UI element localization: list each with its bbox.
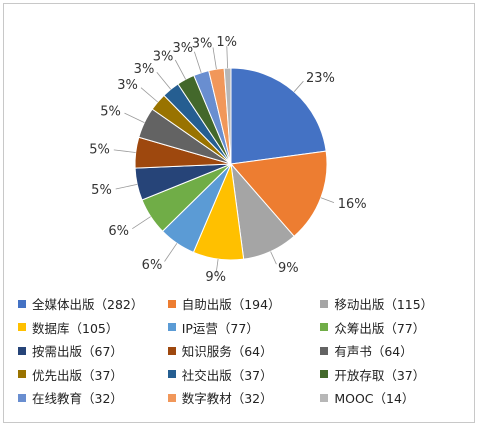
legend-label: 优先出版（37） bbox=[32, 367, 123, 383]
slice-percent-label: 16% bbox=[338, 197, 367, 212]
leader-line bbox=[124, 112, 145, 123]
leader-line bbox=[140, 87, 158, 103]
legend-item: 众筹出版（77） bbox=[320, 318, 470, 337]
slice-percent-label: 3% bbox=[117, 78, 138, 93]
slice-percent-label: 3% bbox=[172, 41, 193, 56]
leader-line bbox=[270, 251, 277, 265]
leader-line bbox=[212, 47, 217, 70]
legend-swatch bbox=[167, 393, 176, 402]
leader-line bbox=[174, 59, 187, 80]
legend-row: 按需出版（67） 知识服务（64） 有声书（64） bbox=[18, 339, 470, 363]
leader-line bbox=[132, 216, 151, 230]
slice-percent-label: 1% bbox=[216, 35, 237, 50]
legend-label: 自助出版（194） bbox=[181, 297, 281, 313]
legend-label: MOOC（14） bbox=[334, 391, 415, 407]
legend-item: 开放存取（37） bbox=[320, 365, 470, 384]
slice-percent-label: 3% bbox=[153, 49, 174, 64]
legend-item: 优先出版（37） bbox=[18, 365, 168, 384]
legend-label: 数据库（105） bbox=[32, 320, 119, 336]
legend-label: 众筹出版（77） bbox=[334, 320, 426, 336]
slice-percent-label: 5% bbox=[100, 104, 121, 119]
legend-swatch bbox=[18, 323, 26, 332]
legend-label: 有声书（64） bbox=[334, 344, 413, 360]
legend-swatch bbox=[18, 346, 26, 355]
legend-item: 自助出版（194） bbox=[167, 294, 321, 313]
legend-row: 数据库（105） IP运营（77） 众筹出版（77） bbox=[18, 316, 470, 340]
legend-swatch bbox=[320, 346, 329, 355]
legend-swatch bbox=[320, 299, 329, 308]
legend-item: 在线教育（32） bbox=[18, 388, 168, 407]
legend-swatch bbox=[167, 370, 176, 379]
slice-percent-label: 9% bbox=[205, 270, 226, 285]
legend-row: 优先出版（37） 社交出版（37） 开放存取（37） bbox=[18, 363, 470, 387]
legend-item: 按需出版（67） bbox=[18, 341, 168, 360]
pie-chart: 23%16%9%9%6%6%5%5%5%3%3%3%3%3% 1% bbox=[89, 35, 367, 285]
legend-item: 全媒体出版（282） bbox=[18, 294, 168, 313]
slice-percent-label: 23% bbox=[306, 71, 335, 86]
legend-swatch bbox=[167, 346, 176, 355]
leader-line bbox=[156, 71, 172, 90]
legend-label: 开放存取（37） bbox=[334, 367, 426, 383]
legend-label: 社交出版（37） bbox=[181, 367, 273, 383]
legend-swatch bbox=[320, 393, 329, 402]
legend-swatch bbox=[167, 323, 176, 332]
legend-item: 移动出版（115） bbox=[320, 294, 470, 313]
leader-line bbox=[194, 51, 202, 73]
chart-frame: 23% 16% 9% 9% 6% 6% 5% 5% 5% 3% 3% 3% 3% 3% 1% 全媒体出版（2… bbox=[3, 3, 475, 423]
legend-item: MOOC（14） bbox=[320, 388, 470, 407]
leader-line bbox=[113, 149, 136, 153]
legend-row: 全媒体出版（282） 自助出版（194） 移动出版（115） bbox=[18, 292, 470, 316]
legend-swatch bbox=[18, 370, 26, 379]
slice-percent-label: 6% bbox=[142, 258, 163, 273]
legend-row: 在线教育（32） 数字教材（32） MOOC（14） bbox=[18, 386, 470, 410]
pie-slice bbox=[230, 67, 327, 165]
leader-line bbox=[215, 259, 219, 274]
legend-item: IP运营（77） bbox=[167, 318, 321, 337]
leader-line bbox=[226, 46, 228, 69]
legend-item: 数字教材（32） bbox=[167, 388, 321, 407]
slice-percent-label: 3% bbox=[134, 62, 155, 77]
slice-percent-label: 6% bbox=[108, 224, 129, 239]
legend-item: 有声书（64） bbox=[320, 341, 470, 360]
legend-label: 知识服务（64） bbox=[181, 344, 273, 360]
legend-label: 数字教材（32） bbox=[181, 391, 273, 407]
legend-label: 按需出版（67） bbox=[32, 344, 123, 360]
legend-label: IP运营（77） bbox=[181, 320, 259, 336]
legend-item: 社交出版（37） bbox=[167, 365, 321, 384]
legend-swatch bbox=[18, 299, 26, 308]
slice-percent-label: 3% bbox=[192, 36, 213, 51]
leader-line bbox=[293, 80, 304, 92]
legend-swatch bbox=[18, 393, 26, 402]
legend-item: 数据库（105） bbox=[18, 318, 168, 337]
legend-item: 知识服务（64） bbox=[167, 341, 321, 360]
legend-label: 全媒体出版（282） bbox=[32, 297, 144, 313]
slice-percent-label: 5% bbox=[89, 142, 110, 157]
leader-line bbox=[115, 184, 138, 190]
legend: 全媒体出版（282） 自助出版（194） 移动出版（115） 数据库（105） IP运营… bbox=[18, 292, 470, 410]
slice-percent-label: 5% bbox=[91, 183, 112, 198]
legend-swatch bbox=[320, 370, 329, 379]
pie-slice bbox=[230, 150, 328, 238]
leader-line bbox=[320, 197, 335, 203]
legend-swatch bbox=[320, 323, 329, 332]
slice-percent-label: 9% bbox=[278, 261, 299, 276]
legend-swatch bbox=[167, 299, 176, 308]
legend-label: 移动出版（115） bbox=[334, 297, 434, 313]
legend-label: 在线教育（32） bbox=[32, 391, 123, 407]
leader-line bbox=[164, 243, 178, 262]
